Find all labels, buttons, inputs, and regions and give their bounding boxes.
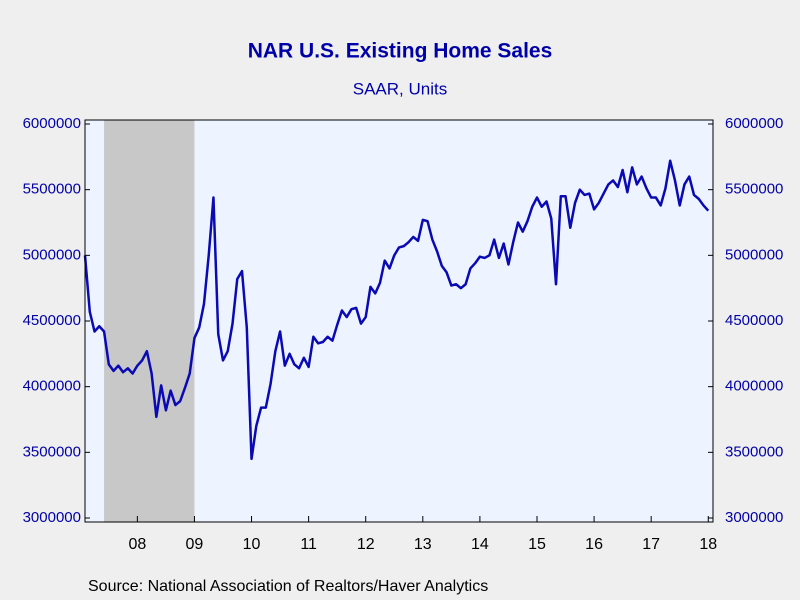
x-tick-label: 12 — [357, 536, 375, 553]
x-tick-label: 18 — [699, 536, 717, 553]
y2-tick-label: 4500000 — [725, 312, 783, 329]
x-tick-label: 14 — [471, 536, 489, 553]
x-tick-label: 17 — [642, 536, 660, 553]
y2-tick-label: 5500000 — [725, 181, 783, 198]
x-tick-label: 09 — [186, 536, 204, 553]
y-tick-label: 5500000 — [23, 181, 81, 198]
y2-tick-label: 5000000 — [725, 246, 783, 263]
source-note: Source: National Association of Realtors… — [88, 578, 488, 595]
data-line — [83, 159, 710, 461]
chart-title: NAR U.S. Existing Home Sales — [248, 40, 553, 63]
y-tick-label: 4500000 — [23, 312, 81, 329]
x-tick-label: 08 — [128, 536, 146, 553]
y2-tick-label: 3500000 — [725, 443, 783, 460]
x-tick-label: 11 — [300, 536, 317, 553]
x-tick-label: 10 — [243, 536, 261, 553]
y2-tick-label: 6000000 — [725, 115, 783, 132]
x-tick-label: 16 — [585, 536, 603, 553]
recession-band — [104, 120, 195, 522]
x-tick-label: 13 — [414, 536, 432, 553]
y2-tick-label: 4000000 — [725, 378, 783, 395]
chart-subtitle: SAAR, Units — [353, 79, 447, 98]
y-tick-label: 5000000 — [23, 246, 81, 263]
y-tick-label: 3000000 — [23, 509, 81, 526]
y-tick-label: 6000000 — [23, 115, 81, 132]
y-tick-label: 4000000 — [23, 378, 81, 395]
x-tick-label: 15 — [528, 536, 546, 553]
y-tick-label: 3500000 — [23, 443, 81, 460]
y2-tick-label: 3000000 — [725, 509, 783, 526]
plot-frame — [84, 119, 714, 523]
